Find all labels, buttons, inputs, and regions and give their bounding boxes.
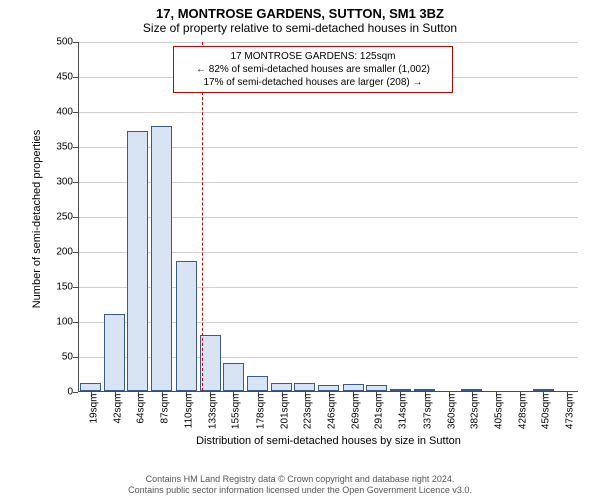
- x-tick-label: 405sqm: [494, 394, 505, 444]
- x-tick-label: 223sqm: [302, 394, 313, 444]
- x-tick-label: 87sqm: [159, 394, 170, 444]
- footer-line-1: Contains HM Land Registry data © Crown c…: [0, 474, 600, 485]
- footer-attribution: Contains HM Land Registry data © Crown c…: [0, 474, 600, 497]
- y-tick: [73, 357, 78, 358]
- y-tick-label: 300: [47, 177, 73, 188]
- y-tick: [73, 392, 78, 393]
- info-line-3: 17% of semi-detached houses are larger (…: [180, 76, 446, 89]
- x-tick-label: 314sqm: [398, 394, 409, 444]
- x-tick-label: 473sqm: [565, 394, 576, 444]
- histogram-bar: [271, 383, 292, 391]
- x-tick-label: 382sqm: [469, 394, 480, 444]
- page-title: 17, MONTROSE GARDENS, SUTTON, SM1 3BZ: [0, 0, 600, 21]
- histogram-bar: [247, 376, 268, 391]
- histogram-bar: [176, 261, 197, 391]
- y-tick-label: 0: [47, 387, 73, 398]
- x-tick-label: 246sqm: [327, 394, 338, 444]
- y-tick: [73, 252, 78, 253]
- histogram-bar: [80, 383, 101, 391]
- histogram-bar: [223, 363, 244, 391]
- info-line-1: 17 MONTROSE GARDENS: 125sqm: [180, 50, 446, 63]
- histogram-bar: [366, 385, 387, 391]
- y-tick-label: 50: [47, 352, 73, 363]
- plot-area: Number of semi-detached properties Distr…: [78, 42, 578, 392]
- y-tick-label: 450: [47, 72, 73, 83]
- y-tick-label: 200: [47, 247, 73, 258]
- x-tick-label: 269sqm: [351, 394, 362, 444]
- x-tick-label: 337sqm: [422, 394, 433, 444]
- histogram-bar: [294, 383, 315, 391]
- y-tick: [73, 147, 78, 148]
- y-tick-label: 150: [47, 282, 73, 293]
- histogram-bar: [343, 384, 364, 391]
- y-tick: [73, 287, 78, 288]
- histogram-bar: [414, 389, 435, 391]
- x-tick-label: 155sqm: [231, 394, 242, 444]
- histogram-bar: [104, 314, 125, 391]
- y-tick: [73, 217, 78, 218]
- x-tick-label: 178sqm: [255, 394, 266, 444]
- x-tick-label: 428sqm: [518, 394, 529, 444]
- y-tick-label: 400: [47, 107, 73, 118]
- info-box: 17 MONTROSE GARDENS: 125sqm← 82% of semi…: [173, 46, 453, 93]
- y-tick: [73, 112, 78, 113]
- y-tick: [73, 77, 78, 78]
- histogram-bar: [318, 385, 339, 391]
- footer-line-2: Contains public sector information licen…: [0, 485, 600, 496]
- y-tick: [73, 322, 78, 323]
- y-tick-label: 350: [47, 142, 73, 153]
- x-tick-label: 133sqm: [208, 394, 219, 444]
- x-tick-label: 450sqm: [541, 394, 552, 444]
- x-tick-label: 291sqm: [374, 394, 385, 444]
- info-line-2: ← 82% of semi-detached houses are smalle…: [180, 63, 446, 76]
- y-tick: [73, 42, 78, 43]
- y-tick-label: 500: [47, 37, 73, 48]
- histogram-bar: [151, 126, 172, 391]
- y-tick: [73, 182, 78, 183]
- x-tick-label: 360sqm: [446, 394, 457, 444]
- histogram-bar: [200, 335, 221, 391]
- x-tick-label: 42sqm: [112, 394, 123, 444]
- x-tick-label: 201sqm: [279, 394, 290, 444]
- gridline: [79, 42, 578, 43]
- page-subtitle: Size of property relative to semi-detach…: [0, 21, 600, 37]
- x-tick-label: 64sqm: [135, 394, 146, 444]
- y-tick-label: 250: [47, 212, 73, 223]
- histogram-bar: [127, 131, 148, 391]
- reference-line: [202, 42, 203, 391]
- histogram-bar: [461, 389, 482, 391]
- gridline: [79, 112, 578, 113]
- x-tick-label: 110sqm: [184, 394, 195, 444]
- chart-area: Number of semi-detached properties Distr…: [50, 42, 580, 422]
- x-tick-label: 19sqm: [88, 394, 99, 444]
- y-tick-label: 100: [47, 317, 73, 328]
- chart-container: 17, MONTROSE GARDENS, SUTTON, SM1 3BZ Si…: [0, 0, 600, 500]
- histogram-bar: [390, 389, 411, 391]
- histogram-bar: [533, 389, 554, 391]
